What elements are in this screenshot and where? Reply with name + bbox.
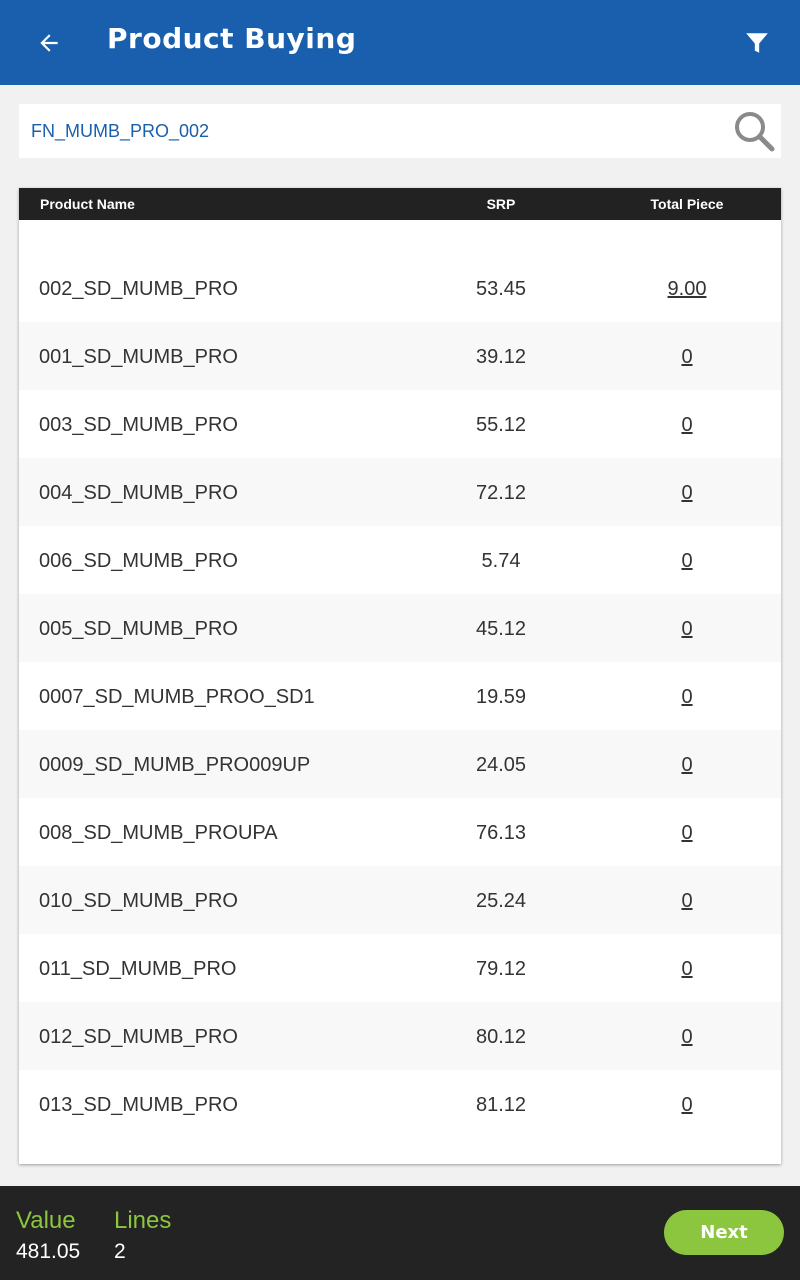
table-row[interactable]: 0009_SD_MUMB_PRO009UP 24.05 0	[19, 730, 781, 798]
table-row[interactable]: 011_SD_MUMB_PRO 79.12 0	[19, 934, 781, 1002]
table-row[interactable]: 005_SD_MUMB_PRO 45.12 0	[19, 594, 781, 662]
product-name-cell: 008_SD_MUMB_PROUPA	[39, 822, 278, 844]
table-row[interactable]: 004_SD_MUMB_PRO 72.12 0	[19, 458, 781, 526]
product-name-cell: 001_SD_MUMB_PRO	[39, 346, 238, 368]
table-row[interactable]: 0007_SD_MUMB_PROO_SD1 19.59 0	[19, 662, 781, 730]
table-row[interactable]: 013_SD_MUMB_PRO 81.12 0	[19, 1070, 781, 1138]
app-bar: Product Buying	[0, 0, 800, 85]
srp-cell: 45.12	[475, 618, 527, 640]
table-row[interactable]: 008_SD_MUMB_PROUPA 76.13 0	[19, 798, 781, 866]
total-piece-link[interactable]: 0	[681, 1094, 693, 1116]
total-piece-cell: 0	[627, 526, 747, 594]
srp-cell: 5.74	[481, 550, 521, 572]
srp-cell: 81.12	[475, 1094, 527, 1116]
filter-button[interactable]	[736, 22, 778, 64]
total-piece-link[interactable]: 0	[681, 550, 693, 572]
column-header-product-name: Product Name	[40, 196, 135, 212]
product-name-cell: 004_SD_MUMB_PRO	[39, 482, 238, 504]
page-title: Product Buying	[107, 22, 357, 55]
search-input[interactable]	[19, 104, 719, 158]
lines-count: 2	[114, 1240, 126, 1263]
total-piece-cell: 0	[627, 730, 747, 798]
product-name-cell: 013_SD_MUMB_PRO	[39, 1094, 238, 1116]
srp-cell: 72.12	[475, 482, 527, 504]
total-piece-link[interactable]: 0	[681, 346, 693, 368]
summary-footer: Value 481.05 Lines 2 Next	[0, 1186, 800, 1280]
product-name-cell: 011_SD_MUMB_PRO	[39, 958, 237, 980]
table-header: Product Name SRP Total Piece	[19, 188, 781, 220]
value-amount: 481.05	[16, 1240, 81, 1263]
total-piece-cell: 0	[627, 390, 747, 458]
total-piece-cell: 0	[627, 662, 747, 730]
srp-cell: 25.24	[475, 890, 527, 912]
total-piece-cell: 0	[627, 458, 747, 526]
srp-cell: 39.12	[475, 346, 527, 368]
srp-cell: 19.59	[475, 686, 527, 708]
total-piece-link[interactable]: 0	[681, 958, 693, 980]
search-button[interactable]	[731, 108, 777, 154]
arrow-left-icon	[40, 34, 58, 52]
srp-cell: 24.05	[475, 754, 527, 776]
table-body: 002_SD_MUMB_PRO 53.45 9.00 001_SD_MUMB_PRO 3…	[19, 254, 781, 1138]
column-header-srp: SRP	[486, 196, 516, 212]
total-piece-link[interactable]: 0	[681, 890, 693, 912]
total-piece-link[interactable]: 9.00	[667, 278, 707, 300]
total-piece-cell: 0	[627, 798, 747, 866]
srp-cell: 55.12	[475, 414, 527, 436]
search-bar	[19, 104, 781, 158]
column-header-total-piece: Total Piece	[650, 196, 724, 212]
table-row[interactable]: 002_SD_MUMB_PRO 53.45 9.00	[19, 254, 781, 322]
product-name-cell: 005_SD_MUMB_PRO	[39, 618, 238, 640]
total-piece-link[interactable]: 0	[681, 1026, 693, 1048]
total-piece-cell: 9.00	[627, 254, 747, 322]
total-piece-link[interactable]: 0	[681, 414, 693, 436]
product-name-cell: 006_SD_MUMB_PRO	[39, 550, 238, 572]
srp-cell: 76.13	[475, 822, 527, 844]
product-name-cell: 012_SD_MUMB_PRO	[39, 1026, 238, 1048]
table-row[interactable]: 010_SD_MUMB_PRO 25.24 0	[19, 866, 781, 934]
table-row[interactable]: 003_SD_MUMB_PRO 55.12 0	[19, 390, 781, 458]
lines-label: Lines	[114, 1207, 172, 1234]
srp-cell: 79.12	[475, 958, 527, 980]
table-row[interactable]: 012_SD_MUMB_PRO 80.12 0	[19, 1002, 781, 1070]
srp-cell: 80.12	[475, 1026, 527, 1048]
product-name-cell: 003_SD_MUMB_PRO	[39, 414, 238, 436]
filter-icon	[746, 33, 768, 53]
total-piece-link[interactable]: 0	[681, 822, 693, 844]
total-piece-cell: 0	[627, 934, 747, 1002]
total-piece-cell: 0	[627, 866, 747, 934]
product-table: Product Name SRP Total Piece 002_SD_MUMB…	[19, 188, 781, 1164]
table-row[interactable]: 006_SD_MUMB_PRO 5.74 0	[19, 526, 781, 594]
back-button[interactable]	[28, 22, 70, 64]
product-name-cell: 010_SD_MUMB_PRO	[39, 890, 238, 912]
srp-cell: 53.45	[475, 278, 527, 300]
total-piece-cell: 0	[627, 1070, 747, 1138]
product-name-cell: 0007_SD_MUMB_PROO_SD1	[39, 686, 315, 708]
search-icon	[735, 112, 775, 152]
total-piece-cell: 0	[627, 1002, 747, 1070]
total-piece-link[interactable]: 0	[681, 754, 693, 776]
total-piece-link[interactable]: 0	[681, 618, 693, 640]
value-label: Value	[16, 1207, 76, 1234]
next-button[interactable]: Next	[664, 1210, 784, 1255]
total-piece-cell: 0	[627, 594, 747, 662]
total-piece-link[interactable]: 0	[681, 482, 693, 504]
product-name-cell: 002_SD_MUMB_PRO	[39, 278, 238, 300]
total-piece-cell: 0	[627, 322, 747, 390]
table-row[interactable]: 001_SD_MUMB_PRO 39.12 0	[19, 322, 781, 390]
total-piece-link[interactable]: 0	[681, 686, 693, 708]
product-name-cell: 0009_SD_MUMB_PRO009UP	[39, 754, 311, 776]
